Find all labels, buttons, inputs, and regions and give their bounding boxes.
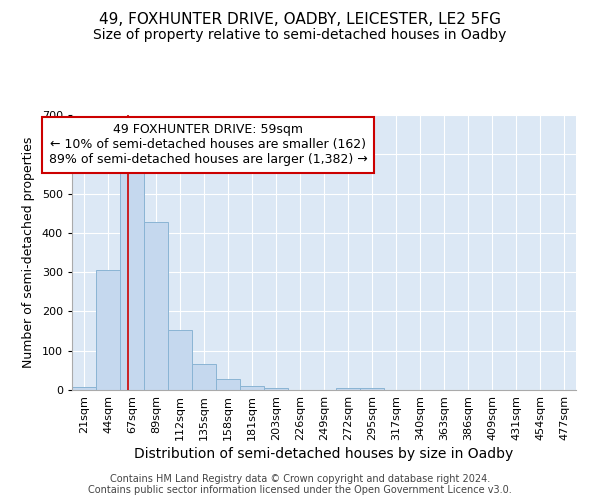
- Bar: [168, 330, 192, 390]
- Bar: [96, 270, 120, 390]
- Bar: [192, 364, 216, 390]
- Text: Size of property relative to semi-detached houses in Oadby: Size of property relative to semi-detach…: [94, 28, 506, 42]
- Y-axis label: Number of semi-detached properties: Number of semi-detached properties: [22, 137, 35, 368]
- Bar: [144, 222, 168, 390]
- Bar: [336, 388, 360, 390]
- Bar: [240, 386, 264, 390]
- Bar: [216, 379, 240, 390]
- Text: 49, FOXHUNTER DRIVE, OADBY, LEICESTER, LE2 5FG: 49, FOXHUNTER DRIVE, OADBY, LEICESTER, L…: [99, 12, 501, 28]
- Text: Contains HM Land Registry data © Crown copyright and database right 2024.: Contains HM Land Registry data © Crown c…: [110, 474, 490, 484]
- Bar: [360, 388, 384, 390]
- Text: Contains public sector information licensed under the Open Government Licence v3: Contains public sector information licen…: [88, 485, 512, 495]
- Bar: [120, 166, 144, 390]
- Bar: [264, 388, 288, 390]
- Text: 49 FOXHUNTER DRIVE: 59sqm
← 10% of semi-detached houses are smaller (162)
89% of: 49 FOXHUNTER DRIVE: 59sqm ← 10% of semi-…: [49, 123, 367, 166]
- Bar: [72, 387, 96, 390]
- X-axis label: Distribution of semi-detached houses by size in Oadby: Distribution of semi-detached houses by …: [134, 447, 514, 461]
